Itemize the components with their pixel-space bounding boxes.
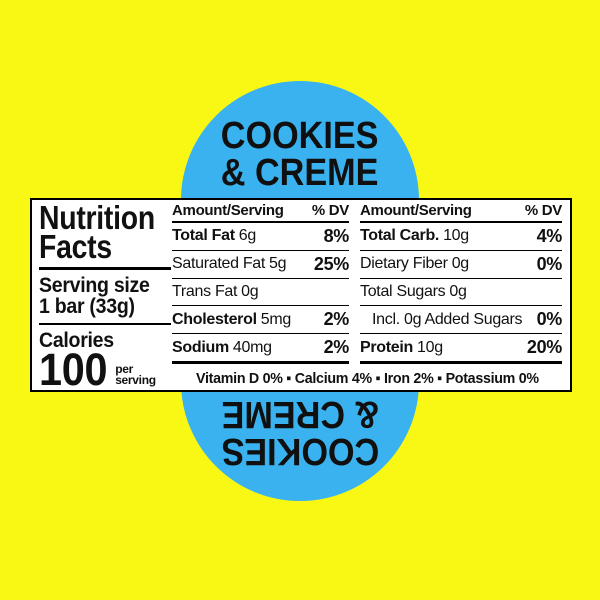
- nutrition-facts-title: Nutrition Facts: [39, 199, 171, 265]
- header-amount-serving: Amount/Serving: [360, 202, 472, 219]
- calories-label: Calories: [39, 329, 114, 352]
- flavor-name-top: COOKIES & CREME: [101, 115, 499, 194]
- column1-header: Amount/Serving % DV: [172, 202, 349, 223]
- divider-rule: [39, 322, 171, 325]
- row-total-carb: Total Carb. 10g 4%: [360, 223, 562, 251]
- nutrition-facts-left-column: Nutrition Facts Serving size 1 bar (33g)…: [39, 199, 171, 395]
- flavor-name-bottom-rotated: COOKIES & CREME: [101, 393, 499, 472]
- serving-size-block: Serving size 1 bar (33g): [39, 275, 171, 317]
- header-amount-serving: Amount/Serving: [172, 202, 284, 219]
- row-cholesterol: Cholesterol 5mg 2%: [172, 306, 349, 335]
- divider-rule: [39, 267, 171, 270]
- row-saturated-fat: Saturated Fat 5g 25%: [172, 251, 349, 279]
- row-total-sugars: Total Sugars 0g: [360, 279, 562, 307]
- column2-rows: Total Carb. 10g 4% Dietary Fiber 0g 0% T…: [360, 223, 562, 364]
- title-line2: Facts: [39, 228, 112, 265]
- row-total-fat: Total Fat 6g 8%: [172, 223, 349, 251]
- title-line1: Nutrition: [39, 199, 155, 236]
- flavor-line2: & CREME: [221, 152, 379, 194]
- flavor-line2: & CREME: [221, 393, 379, 435]
- row-added-sugars: Incl. 0g Added Sugars 0%: [360, 306, 562, 335]
- row-trans-fat: Trans Fat 0g: [172, 279, 349, 307]
- nutrition-facts-panel: Nutrition Facts Serving size 1 bar (33g)…: [30, 198, 572, 392]
- header-percent-dv: % DV: [524, 202, 562, 219]
- nutrient-column-1: Amount/Serving % DV Total Fat 6g 8% Satu…: [172, 202, 349, 364]
- flavor-line1: COOKIES: [221, 115, 379, 157]
- row-sodium: Sodium 40mg 2%: [172, 334, 349, 364]
- header-percent-dv: % DV: [311, 202, 349, 219]
- calories-value-block: 100 per serving: [39, 344, 171, 395]
- nutrient-column-2: Amount/Serving % DV Total Carb. 10g 4% D…: [360, 202, 562, 364]
- flavor-line1: COOKIES: [221, 430, 379, 472]
- calories-per-serving: per serving: [115, 362, 156, 387]
- row-protein: Protein 10g 20%: [360, 334, 562, 364]
- serving-size-label: Serving size: [39, 273, 150, 297]
- column1-rows: Total Fat 6g 8% Saturated Fat 5g 25% Tra…: [172, 223, 349, 364]
- serving-size-value: 1 bar (33g): [39, 294, 135, 318]
- column2-header: Amount/Serving % DV: [360, 202, 562, 223]
- micronutrients-line: Vitamin D 0% ▪ Calcium 4% ▪ Iron 2% ▪ Po…: [195, 369, 539, 387]
- calories-value: 100: [39, 344, 108, 395]
- row-dietary-fiber: Dietary Fiber 0g 0%: [360, 251, 562, 279]
